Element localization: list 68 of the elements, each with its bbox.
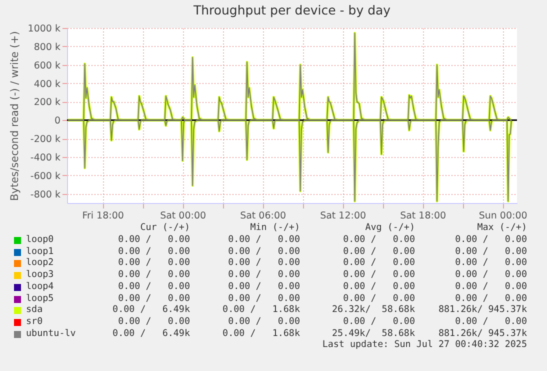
text: 0.00 / 0.00 — [228, 292, 300, 304]
text: 0.00 / 0.00 — [118, 246, 190, 257]
y-tick-label: -400 k — [30, 152, 61, 164]
text: 0.00 / 0.00 — [228, 316, 300, 327]
x-tick-label: Sun 00:00 — [478, 210, 528, 222]
legend-label: loop1 — [26, 246, 54, 258]
text: 0.00 / 0.00 — [455, 292, 527, 304]
text: 0.00 / 0.00 — [343, 292, 415, 304]
text: 881.26k/ 945.37k — [438, 328, 527, 339]
text: Min (-/+) — [250, 222, 300, 233]
text: 0.00 / 1.68k — [222, 304, 300, 316]
y-tick-label: 400 k — [34, 78, 61, 90]
text: 25.49k/ 58.68k — [332, 328, 415, 339]
y-tick-label: 1000 k — [28, 24, 61, 34]
x-tick-label: Sat 18:00 — [400, 210, 446, 222]
text: 0.00 / 0.00 — [343, 246, 415, 257]
text: 881.26k/ 945.37k — [438, 304, 527, 316]
text: 0.00 / 0.00 — [118, 234, 190, 245]
y-tick-label: 600 k — [34, 60, 61, 72]
text: Max (-/+) — [477, 222, 527, 233]
y-axis-title: Bytes/second read (-) / write (+) — [8, 31, 21, 201]
text: 0.00 / 0.00 — [455, 316, 527, 327]
text: 0.00 / 1.68k — [222, 328, 300, 339]
text: 0.00 / 0.00 — [118, 257, 190, 268]
text: 0.00 / 0.00 — [343, 269, 415, 280]
legend-label: ubuntu-lv — [26, 328, 76, 340]
legend-label: loop5 — [26, 292, 54, 304]
text: 0.00 / 6.49k — [112, 304, 190, 316]
legend-label: loop3 — [26, 269, 54, 282]
legend-label: sda — [26, 304, 43, 316]
text: 0.00 / 0.00 — [228, 269, 300, 280]
text: 0.00 / 0.00 — [118, 316, 190, 327]
text: 0.00 / 0.00 — [343, 257, 415, 268]
text: 0.00 / 0.00 — [228, 234, 300, 245]
legend-label: loop4 — [26, 280, 54, 293]
y-tick-label: 200 k — [34, 97, 61, 108]
text: 0.00 / 0.00 — [228, 280, 300, 292]
text: 0.00 / 0.00 — [118, 269, 190, 280]
y-tick-label: -800 k — [30, 189, 61, 200]
y-tick-label: -200 k — [30, 134, 61, 146]
text: 0.00 / 0.00 — [455, 246, 527, 257]
text: Cur (-/+) — [140, 222, 190, 233]
text: 0.00 / 0.00 — [455, 269, 527, 280]
text: 0.00 / 0.00 — [118, 292, 190, 304]
text: 0.00 / 0.00 — [228, 246, 300, 257]
text: 26.32k/ 58.68k — [332, 304, 415, 316]
text: 0.00 / 0.00 — [455, 257, 527, 268]
x-tick-label: Sat 06:00 — [240, 210, 286, 222]
text: 0.00 / 0.00 — [118, 280, 190, 292]
y-tick-label: -600 k — [30, 170, 61, 182]
text: 0.00 / 0.00 — [343, 234, 415, 245]
text: 0.00 / 0.00 — [455, 280, 527, 292]
legend-label: loop2 — [26, 257, 54, 270]
y-tick-label: 0 — [54, 116, 60, 127]
text: 0.00 / 0.00 — [343, 316, 415, 327]
text: 0.00 / 0.00 — [455, 234, 527, 245]
legend-label: loop0 — [26, 234, 54, 246]
x-tick-label: Sat 00:00 — [160, 210, 206, 222]
text: Avg (-/+) — [365, 222, 415, 233]
x-tick-label: Sat 12:00 — [320, 210, 366, 222]
y-tick-label: 800 k — [34, 42, 61, 53]
chart-title: Throughput per device - by day — [192, 2, 392, 18]
text: 0.00 / 6.49k — [112, 328, 190, 339]
text: Last update: Sun Jul 27 00:40:32 2025 — [322, 339, 527, 350]
text: 0.00 / 0.00 — [343, 280, 415, 292]
legend-label: sr0 — [26, 316, 43, 328]
x-tick-label: Fri 18:00 — [82, 210, 124, 222]
text: 0.00 / 0.00 — [228, 257, 300, 268]
